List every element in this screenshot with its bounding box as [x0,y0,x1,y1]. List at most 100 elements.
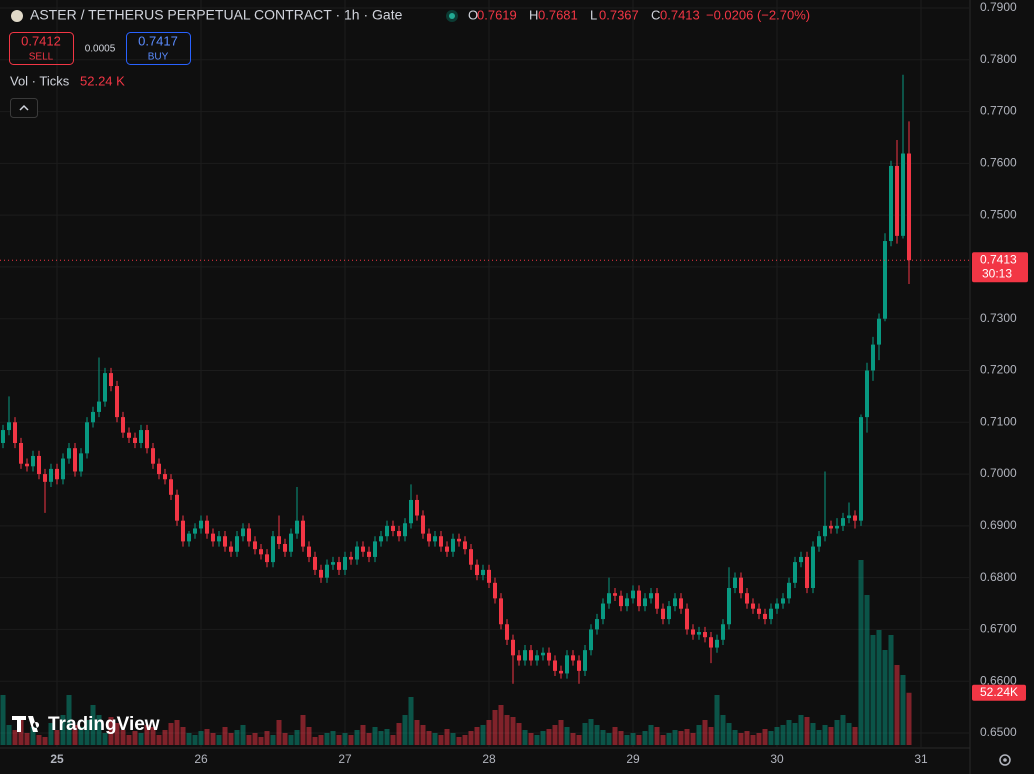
candle-body [37,455,41,475]
candle-body [781,598,785,604]
volume-bar [822,725,828,745]
candle-body [235,536,239,552]
candle-body [745,593,749,604]
candle-body [475,564,479,576]
candle-body [31,455,35,467]
volume-bar [276,720,282,745]
legend-value: 0.7367 [599,7,639,22]
candle-body [193,528,197,534]
volume-bar [564,727,570,745]
candle-body [835,525,839,529]
volume-bar [648,725,654,745]
candle-body [85,422,89,454]
candle-body [799,556,803,563]
candle-body [139,430,143,443]
volume-bar [204,729,210,745]
volume-bar [858,560,864,745]
candle-body [535,655,539,661]
candle-body [655,593,659,609]
volume-bar [510,717,516,745]
volume-bar [408,697,414,745]
volume-bar [516,723,522,745]
candle-body [871,344,875,371]
volume-bar [624,735,630,745]
candle-body [733,577,737,588]
candle-body [805,556,809,588]
volume-bar [300,715,306,745]
candle-body [343,556,347,570]
candle-body [469,549,473,565]
candle-body [355,546,359,560]
volume-bar [396,723,402,745]
candle-body [571,655,575,661]
volume-bar [312,737,318,745]
symbol-icon [11,10,23,22]
candle-body [361,546,365,552]
candle-body [493,582,497,599]
candle-body [409,499,413,524]
volume-bar [462,735,468,745]
volume-bar [288,735,294,745]
candle-body [637,590,641,607]
candle-body [751,603,755,609]
candle-body [889,165,893,242]
volume-bar [402,715,408,745]
x-tick-label: 30 [770,752,784,766]
candle-body [817,536,821,547]
legend-value: 0.7619 [477,7,517,22]
candle-body [877,318,881,345]
candle-body [445,546,449,552]
candle-body [415,499,419,516]
volume-bar [420,725,426,745]
candle-body [121,417,125,433]
candle-body [73,448,77,472]
volume-bar [882,650,888,745]
candle-body [607,593,611,604]
volume-bar [474,727,480,745]
volume-bar [588,719,594,745]
settings-icon[interactable] [999,754,1011,766]
volume-bar [60,715,66,745]
candle-body [259,549,263,555]
volume-bar [252,733,258,745]
volume-bar [342,733,348,745]
volume-bar [438,735,444,745]
candle-body [319,569,323,578]
candle-body [277,536,281,544]
volume-legend-value: 52.24 K [80,73,125,88]
volume-tag [972,684,1026,701]
change-label: −0.0206 (−2.70%) [706,7,810,22]
y-tick-label: 0.7800 [980,52,1017,66]
collapse-button[interactable] [10,98,38,118]
buy-button[interactable] [126,32,191,65]
candle-body [739,577,743,594]
candle-body [547,652,551,661]
x-tick-label: 27 [338,752,352,766]
candle-body [97,401,101,412]
volume-bar [384,729,390,745]
brand: TradingView [48,714,160,735]
candle-body [529,650,533,661]
volume-bar [348,735,354,745]
volume-bar [192,735,198,745]
volume-bar [816,730,822,745]
candle-body [685,608,689,630]
volume-bar [642,731,648,745]
volume-bar [570,733,576,745]
candle-body [775,603,779,609]
sell-button[interactable] [9,32,74,65]
candle-body [517,655,521,661]
volume-bar [840,715,846,745]
volume-bar [30,727,36,745]
volume-bar [354,730,360,745]
volume-bar [540,731,546,745]
y-tick-label: 0.7200 [980,363,1017,377]
candle-body [451,538,455,552]
legend-value: 0.7413 [660,7,700,22]
candle-body [661,608,665,620]
volume-bar [378,731,384,745]
volume-bar [666,733,672,745]
candle-body [433,536,437,542]
collapse-icon [19,104,29,111]
volume-bar [144,725,150,745]
